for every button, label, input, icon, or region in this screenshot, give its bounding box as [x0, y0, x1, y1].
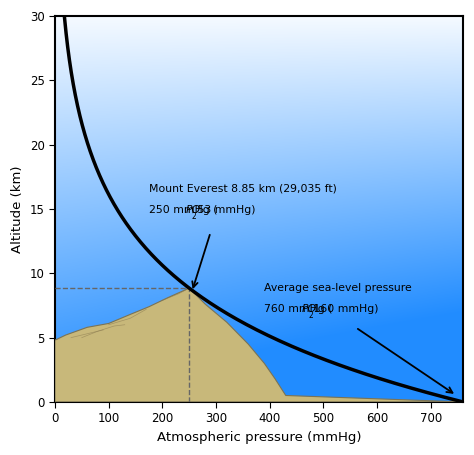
- Text: 160 mmHg): 160 mmHg): [310, 304, 379, 314]
- Text: 250 mmHg (: 250 mmHg (: [149, 206, 217, 216]
- Text: 2: 2: [308, 311, 313, 319]
- Text: PO: PO: [302, 304, 317, 314]
- Text: 53 mmHg): 53 mmHg): [194, 206, 255, 216]
- Text: PO: PO: [185, 206, 201, 216]
- Text: 760 mmHg (: 760 mmHg (: [264, 304, 333, 314]
- Text: 2: 2: [192, 212, 197, 221]
- Y-axis label: Altitude (km): Altitude (km): [11, 165, 24, 253]
- Polygon shape: [55, 288, 463, 402]
- Text: Mount Everest 8.85 km (29,035 ft): Mount Everest 8.85 km (29,035 ft): [149, 183, 337, 193]
- Text: Average sea-level pressure: Average sea-level pressure: [264, 283, 412, 293]
- X-axis label: Atmospheric pressure (mmHg): Atmospheric pressure (mmHg): [157, 431, 361, 444]
